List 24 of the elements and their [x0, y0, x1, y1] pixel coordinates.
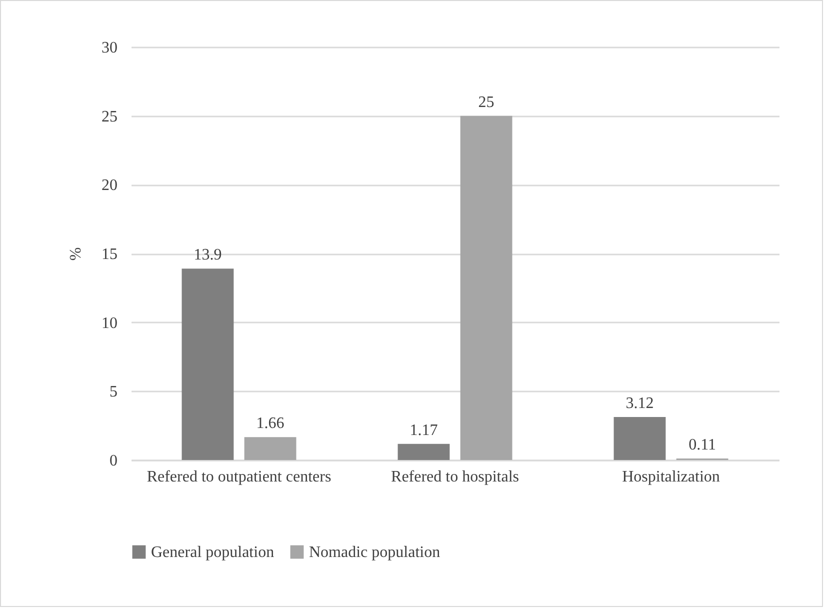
bar — [460, 116, 512, 460]
data-label: 3.12 — [626, 395, 654, 412]
bar — [244, 437, 296, 460]
data-label: 1.66 — [256, 415, 284, 432]
bar — [398, 444, 450, 460]
y-axis-title: % — [68, 247, 84, 261]
y-tick-label: 15 — [102, 246, 118, 263]
data-label: 1.17 — [410, 422, 438, 439]
y-tick-label: 30 — [102, 40, 118, 56]
x-tick-label: Hospitalization — [622, 468, 720, 486]
legend-label: General population — [151, 544, 274, 561]
bar — [182, 268, 234, 460]
data-label: 13.9 — [194, 246, 222, 264]
data-label: 0.11 — [688, 436, 716, 454]
y-tick-label: 0 — [110, 452, 118, 470]
x-tick-label: Refered to outpatient centers — [146, 468, 332, 486]
x-tick-label: Refered to hospitals — [391, 468, 519, 486]
y-tick-label: 25 — [102, 108, 118, 126]
data-label: 25 — [478, 94, 494, 111]
y-tick-label: 5 — [110, 384, 118, 401]
y-tick-label: 20 — [102, 177, 118, 194]
y-tick-label: 10 — [102, 314, 118, 332]
legend-label: Nomadic population — [309, 544, 440, 561]
bar — [614, 417, 666, 460]
